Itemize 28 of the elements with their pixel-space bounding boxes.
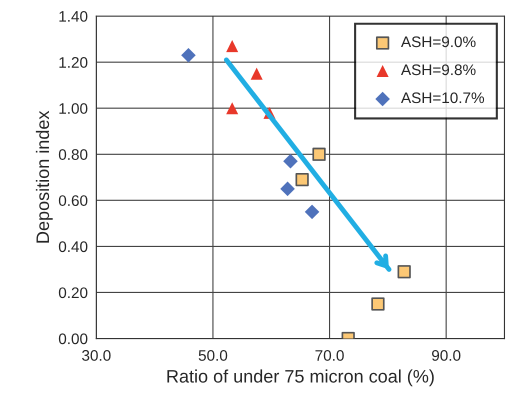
- point: [181, 48, 196, 63]
- x-tick-label: 50.0: [198, 350, 228, 361]
- point: [296, 172, 309, 186]
- y-axis-title: Deposition index: [36, 110, 53, 243]
- x-tick-label: 30.0: [82, 350, 111, 361]
- point: [398, 265, 411, 278]
- y-tick-label: 0.00: [58, 333, 88, 344]
- point: [312, 148, 326, 161]
- x-tick-label: 70.0: [315, 350, 344, 361]
- point: [283, 154, 298, 168]
- y-tick-label: 1.20: [59, 57, 88, 68]
- point: [250, 68, 263, 80]
- point: [371, 297, 385, 311]
- legend-label: ASH=9.0%: [400, 36, 476, 48]
- legend-label: ASH=10.7%: [400, 92, 484, 104]
- y-tick-label: 0.60: [58, 195, 88, 206]
- y-tick-label: 0.20: [58, 287, 88, 298]
- y-tick-label: 0.40: [58, 241, 88, 252]
- point: [280, 182, 295, 196]
- legend-label: ASH=9.8%: [400, 64, 476, 76]
- point: [304, 204, 320, 220]
- y-tick-label: 1.00: [59, 103, 88, 114]
- x-axis-title: Ratio of under 75 micron coal (%): [167, 369, 434, 386]
- point: [226, 40, 238, 52]
- x-tick-label: 90.0: [432, 350, 460, 361]
- y-tick-label: 0.80: [58, 149, 88, 160]
- point: [226, 102, 238, 114]
- y-tick-label: 1.40: [59, 10, 88, 22]
